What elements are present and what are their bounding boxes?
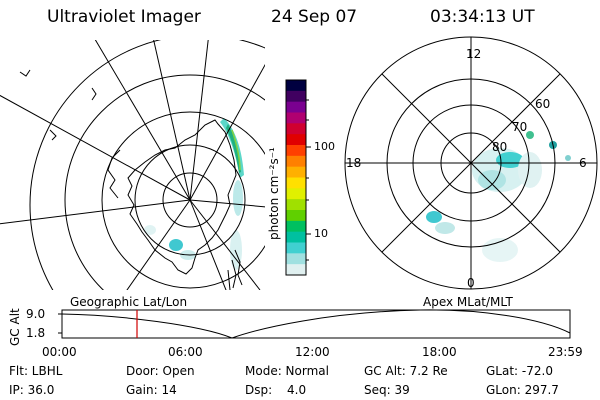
colorbar-segment xyxy=(286,166,306,178)
polar-plot xyxy=(344,36,598,290)
colorbar-unit-label: photon cm⁻²s⁻¹ xyxy=(267,147,281,240)
glon-label: GLon: 297.7 xyxy=(486,383,559,397)
app-title: Ultraviolet Imager xyxy=(47,7,201,27)
colorbar-segment xyxy=(286,210,306,222)
mlt-label-bottom: 0 xyxy=(467,276,475,290)
colorbar-segment xyxy=(286,112,306,124)
altitude-ytick-low: 1.8 xyxy=(26,326,46,340)
lat-label-70: 70 xyxy=(512,120,528,134)
altitude-ytick-high: 9.0 xyxy=(26,307,46,321)
x-tick-0: 00:00 xyxy=(42,345,77,359)
colorbar-segment xyxy=(286,220,306,233)
mlt-label-right: 6 xyxy=(579,156,587,170)
apex-label: Apex MLat/MLT xyxy=(423,295,513,309)
colorbar-segment xyxy=(286,253,306,265)
colorbar-segment xyxy=(286,155,306,168)
door-label: Door: Open xyxy=(126,364,195,378)
colorbar-segment xyxy=(286,101,306,113)
filter-label: Flt: LBHL xyxy=(9,364,63,378)
x-tick-3: 18:00 xyxy=(422,345,457,359)
altitude-plot xyxy=(58,309,571,339)
colorbar-segment xyxy=(286,231,306,243)
mode-label: Mode: Normal xyxy=(245,364,329,378)
x-tick-2: 12:00 xyxy=(295,345,330,359)
dsp-value: 4.0 xyxy=(287,383,307,397)
colorbar-segment xyxy=(286,123,306,135)
colorbar-segment xyxy=(286,199,306,211)
colorbar-tick-10: 10 xyxy=(314,227,328,240)
lat-label-80: 80 xyxy=(492,140,508,154)
colorbar-segment xyxy=(286,188,306,200)
colorbar-segment xyxy=(286,242,306,254)
colorbar-tick-100: 100 xyxy=(314,140,335,153)
colorbar xyxy=(285,79,311,276)
x-tick-4: 23:59 xyxy=(548,345,583,359)
geographic-map xyxy=(0,40,265,290)
colorbar-segment xyxy=(286,134,306,146)
colorbar-segment xyxy=(286,80,306,92)
colorbar-segment xyxy=(286,90,306,103)
glat-label: GLat: -72.0 xyxy=(486,364,553,378)
altitude-curve xyxy=(61,309,571,339)
gain-label: Gain: 14 xyxy=(126,383,177,397)
colorbar-segment xyxy=(286,145,306,157)
time-label: 03:34:13 UT xyxy=(430,7,535,27)
lat-label-60: 60 xyxy=(535,97,551,111)
x-tick-1: 06:00 xyxy=(168,345,203,359)
seq-label: Seq: 39 xyxy=(364,383,410,397)
gc-alt-label: GC Alt: 7.2 Re xyxy=(364,364,448,378)
colorbar-segment xyxy=(286,177,306,189)
geographic-label: Geographic Lat/Lon xyxy=(70,295,188,309)
coastline xyxy=(19,69,243,290)
colorbar-segment xyxy=(286,264,306,276)
mlt-label-left: 18 xyxy=(346,156,362,170)
dsp-label: Dsp: xyxy=(245,383,273,397)
mlt-label-top: 12 xyxy=(466,47,482,61)
ip-label: IP: 36.0 xyxy=(9,383,55,397)
date-label: 24 Sep 07 xyxy=(271,7,358,27)
altitude-ylabel: GC Alt xyxy=(8,308,22,346)
